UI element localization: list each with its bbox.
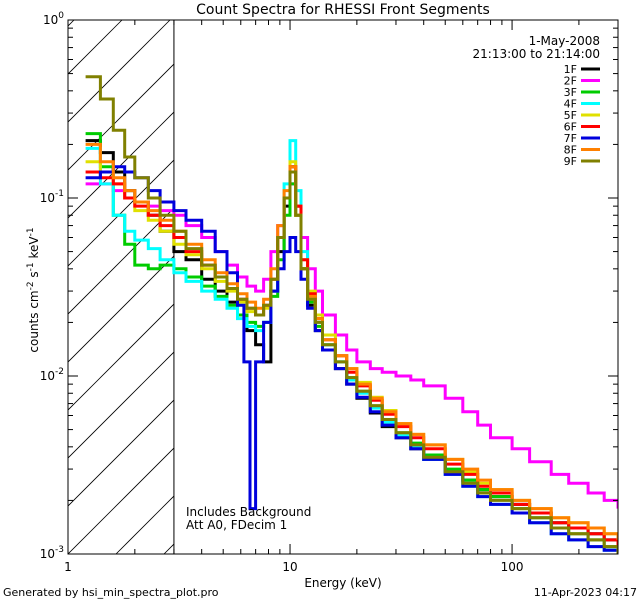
hatch-line bbox=[68, 207, 174, 315]
hatch-line bbox=[68, 255, 174, 363]
hatch-line bbox=[68, 159, 174, 267]
y-tick-label: 100 bbox=[43, 11, 64, 27]
series-line-3F bbox=[85, 132, 618, 554]
hatch-line bbox=[452, 20, 640, 554]
series-lines bbox=[85, 75, 618, 554]
legend-label-3F: 3F bbox=[564, 86, 577, 99]
x-tick-label: 10 bbox=[282, 560, 297, 574]
hatch-line bbox=[68, 399, 174, 507]
legend-label-9F: 9F bbox=[564, 155, 577, 168]
chart-title: Count Spectra for RHESSI Front Segments bbox=[196, 2, 490, 18]
series-line-6F bbox=[85, 165, 618, 547]
y-tick-labels: 100 10-1 10-2 10-3 bbox=[40, 11, 65, 561]
legend-label-2F: 2F bbox=[564, 75, 577, 88]
hatch-line bbox=[68, 447, 174, 554]
x-tick-label: 100 bbox=[501, 560, 524, 574]
hatch-line bbox=[68, 63, 174, 171]
hatch-line bbox=[68, 20, 171, 123]
legend-label-1F: 1F bbox=[564, 63, 577, 76]
render-timestamp: 11-Apr-2023 04:17 bbox=[534, 586, 637, 599]
legend-label-8F: 8F bbox=[564, 144, 577, 157]
axis-ticks bbox=[67, 19, 619, 555]
x-tick-labels: 1 10 100 bbox=[64, 560, 523, 574]
generator-note: Generated by hsi_min_spectra_plot.pro bbox=[3, 586, 219, 599]
y-tick-label: 10-1 bbox=[40, 189, 64, 205]
y-axis-label: counts cm-2 s-1 keV-1 bbox=[26, 227, 41, 352]
hatch-line bbox=[356, 20, 640, 554]
hatch-line bbox=[68, 20, 75, 27]
legend-label-5F: 5F bbox=[564, 109, 577, 122]
hatched-region bbox=[0, 20, 640, 554]
y-tick-label: 10-3 bbox=[40, 545, 64, 561]
y-tick-label: 10-2 bbox=[40, 367, 64, 383]
x-axis-label: Energy (keV) bbox=[304, 576, 381, 590]
annotation-attenuator: Att A0, FDecim 1 bbox=[186, 518, 287, 532]
series-line-8F bbox=[85, 142, 618, 540]
observation-time-range: 21:13:00 to 21:14:00 bbox=[473, 47, 600, 61]
observation-date: 1-May-2008 bbox=[529, 34, 600, 48]
series-line-9F bbox=[85, 75, 618, 554]
hatch-line bbox=[404, 20, 640, 554]
plot-frame bbox=[67, 19, 619, 555]
hatch-line bbox=[0, 20, 26, 554]
annotation-background: Includes Background bbox=[186, 505, 311, 519]
legend-label-7F: 7F bbox=[564, 132, 577, 145]
legend-label-6F: 6F bbox=[564, 121, 577, 134]
x-tick-label: 1 bbox=[64, 560, 72, 574]
legend-label-4F: 4F bbox=[564, 98, 577, 111]
